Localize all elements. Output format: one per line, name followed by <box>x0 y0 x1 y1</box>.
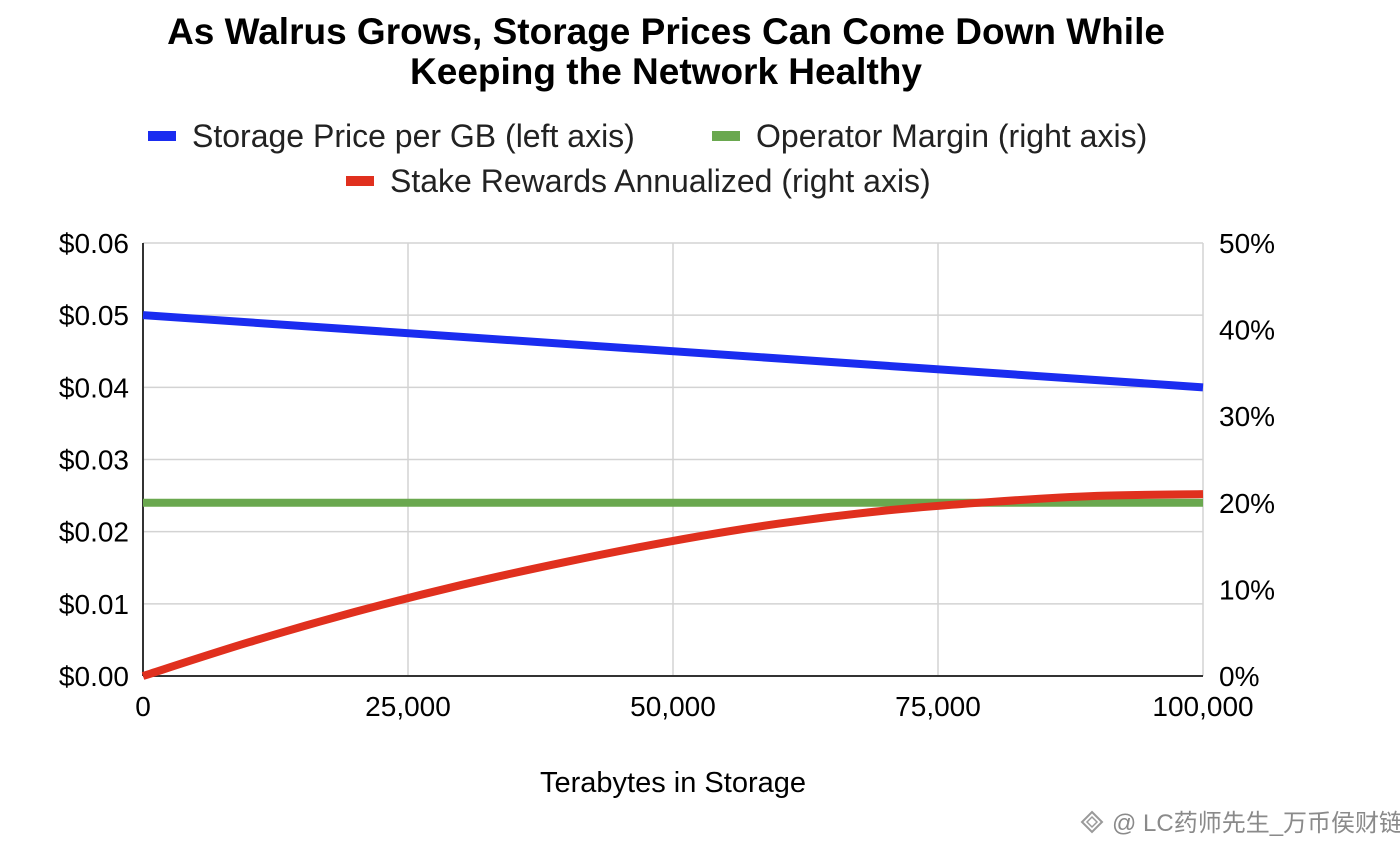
legend-swatch-storage-price <box>148 131 176 141</box>
legend-label-stake-rewards: Stake Rewards Annualized (right axis) <box>390 163 931 199</box>
y-left-tick-label: $0.01 <box>59 589 129 620</box>
legend-item-operator-margin: Operator Margin (right axis) <box>712 118 1147 154</box>
tick-labels: $0.00 $0.01 $0.02 $0.03 $0.04 $0.05 $0.06 0 25,0… <box>59 228 1275 722</box>
chart-title: As Walrus Grows, Storage Prices Can Come… <box>167 11 1165 92</box>
y-left-tick-label: $0.04 <box>59 372 129 403</box>
x-tick-label: 75,000 <box>895 691 981 722</box>
y-left-tick-label: $0.02 <box>59 517 129 548</box>
x-tick-label: 100,000 <box>1152 691 1253 722</box>
y-right-tick-label: 40% <box>1219 315 1275 346</box>
y-right-tick-label: 30% <box>1219 401 1275 432</box>
series-line-storage-price <box>142 311 1204 392</box>
y-right-tick-label: 50% <box>1219 228 1275 259</box>
y-right-tick-label: 20% <box>1219 488 1275 519</box>
y-right-tick-label: 0% <box>1219 661 1259 692</box>
chart-title-line-2: Keeping the Network Healthy <box>410 51 922 92</box>
legend-swatch-operator-margin <box>712 131 740 141</box>
y-right-tick-label: 10% <box>1219 574 1275 605</box>
x-axis-label: Terabytes in Storage <box>540 767 806 799</box>
x-tick-label: 0 <box>135 691 151 722</box>
y-left-tick-label: $0.03 <box>59 445 129 476</box>
legend-item-stake-rewards: Stake Rewards Annualized (right axis) <box>346 163 931 199</box>
series-line-stake-rewards <box>141 490 1204 680</box>
legend-label-operator-margin: Operator Margin (right axis) <box>756 118 1147 154</box>
legend-label-storage-price: Storage Price per GB (left axis) <box>192 118 635 154</box>
series-lines <box>141 311 1204 680</box>
watermark-text: @ LC药师先生_万币侯财链 <box>1112 810 1400 837</box>
legend-swatch-stake-rewards <box>346 176 374 186</box>
x-tick-label: 50,000 <box>630 691 716 722</box>
y-left-tick-label: $0.06 <box>59 228 129 259</box>
gridlines <box>143 242 1204 676</box>
legend: Storage Price per GB (left axis) Operato… <box>148 118 1147 199</box>
y-left-tick-label: $0.05 <box>59 300 129 331</box>
y-left-tick-label: $0.00 <box>59 661 129 692</box>
x-tick-label: 25,000 <box>365 691 451 722</box>
chart-title-line-1: As Walrus Grows, Storage Prices Can Come… <box>167 11 1165 52</box>
diamond-logo-icon <box>1080 810 1104 834</box>
legend-item-storage-price: Storage Price per GB (left axis) <box>148 118 635 154</box>
watermark: @ LC药师先生_万币侯财链 <box>1080 810 1400 837</box>
